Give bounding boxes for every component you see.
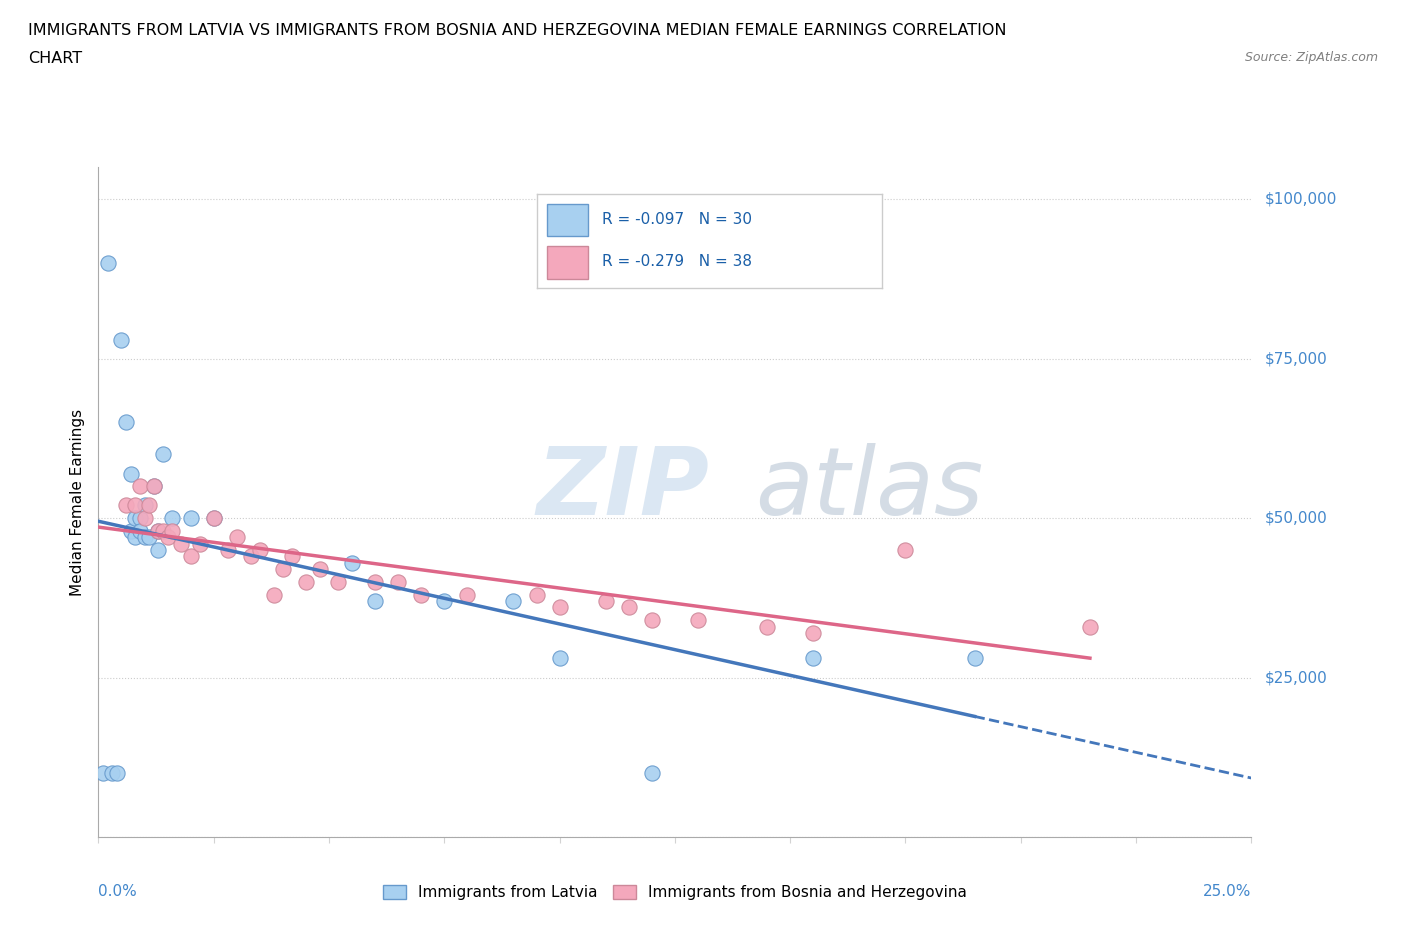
Point bbox=[617, 600, 640, 615]
Point bbox=[152, 447, 174, 462]
Point bbox=[97, 256, 120, 271]
Point bbox=[217, 542, 239, 557]
Point bbox=[138, 498, 160, 512]
Text: IMMIGRANTS FROM LATVIA VS IMMIGRANTS FROM BOSNIA AND HERZEGOVINA MEDIAN FEMALE E: IMMIGRANTS FROM LATVIA VS IMMIGRANTS FRO… bbox=[28, 23, 1007, 38]
Point bbox=[295, 575, 318, 590]
Point bbox=[115, 415, 138, 430]
Point bbox=[129, 511, 152, 525]
Legend: Immigrants from Latvia, Immigrants from Bosnia and Herzegovina: Immigrants from Latvia, Immigrants from … bbox=[377, 879, 973, 907]
Point bbox=[129, 524, 152, 538]
Point bbox=[124, 498, 146, 512]
Point bbox=[271, 562, 294, 577]
Point bbox=[120, 524, 142, 538]
Point bbox=[263, 587, 285, 602]
Y-axis label: Median Female Earnings: Median Female Earnings bbox=[70, 408, 86, 596]
Point bbox=[170, 537, 193, 551]
Point bbox=[641, 765, 664, 780]
Point bbox=[156, 530, 179, 545]
Point bbox=[894, 542, 917, 557]
Point bbox=[526, 587, 548, 602]
Point bbox=[110, 332, 132, 347]
Point bbox=[91, 765, 114, 780]
Text: Source: ZipAtlas.com: Source: ZipAtlas.com bbox=[1244, 51, 1378, 64]
Point bbox=[548, 600, 571, 615]
Point bbox=[202, 511, 225, 525]
Point bbox=[225, 530, 247, 545]
Point bbox=[641, 613, 664, 628]
Point bbox=[328, 575, 350, 590]
Point bbox=[124, 511, 146, 525]
Text: 25.0%: 25.0% bbox=[1204, 884, 1251, 899]
Point bbox=[340, 555, 363, 570]
Point bbox=[138, 530, 160, 545]
Point bbox=[160, 524, 183, 538]
Point bbox=[160, 511, 183, 525]
Text: atlas: atlas bbox=[755, 444, 984, 535]
Point bbox=[411, 587, 433, 602]
Point bbox=[148, 542, 170, 557]
Point bbox=[548, 651, 571, 666]
Text: CHART: CHART bbox=[28, 51, 82, 66]
Point bbox=[180, 549, 202, 564]
Text: $75,000: $75,000 bbox=[1265, 352, 1329, 366]
Point bbox=[148, 524, 170, 538]
Text: $25,000: $25,000 bbox=[1265, 671, 1329, 685]
Text: $50,000: $50,000 bbox=[1265, 511, 1329, 525]
Point bbox=[188, 537, 211, 551]
Point bbox=[142, 479, 165, 494]
Point bbox=[142, 479, 165, 494]
Point bbox=[152, 524, 174, 538]
Point bbox=[456, 587, 478, 602]
Point bbox=[281, 549, 304, 564]
Point bbox=[115, 498, 138, 512]
Point bbox=[595, 593, 617, 608]
Point bbox=[249, 542, 271, 557]
Point bbox=[105, 765, 128, 780]
Point bbox=[801, 626, 824, 641]
Point bbox=[101, 765, 124, 780]
Point bbox=[134, 498, 156, 512]
Point bbox=[134, 511, 156, 525]
Point bbox=[963, 651, 986, 666]
Point bbox=[120, 466, 142, 481]
Point bbox=[801, 651, 824, 666]
Point bbox=[756, 619, 779, 634]
Text: $100,000: $100,000 bbox=[1265, 192, 1337, 206]
Point bbox=[433, 593, 456, 608]
Point bbox=[202, 511, 225, 525]
Point bbox=[124, 530, 146, 545]
Point bbox=[1078, 619, 1101, 634]
Text: 0.0%: 0.0% bbox=[98, 884, 138, 899]
Point bbox=[308, 562, 330, 577]
Text: ZIP: ZIP bbox=[537, 443, 710, 535]
Point bbox=[502, 593, 524, 608]
Point bbox=[129, 479, 152, 494]
Point bbox=[364, 575, 387, 590]
Point bbox=[180, 511, 202, 525]
Point bbox=[364, 593, 387, 608]
Point bbox=[148, 524, 170, 538]
Point bbox=[239, 549, 262, 564]
Point bbox=[134, 530, 156, 545]
Point bbox=[387, 575, 409, 590]
Point bbox=[686, 613, 709, 628]
